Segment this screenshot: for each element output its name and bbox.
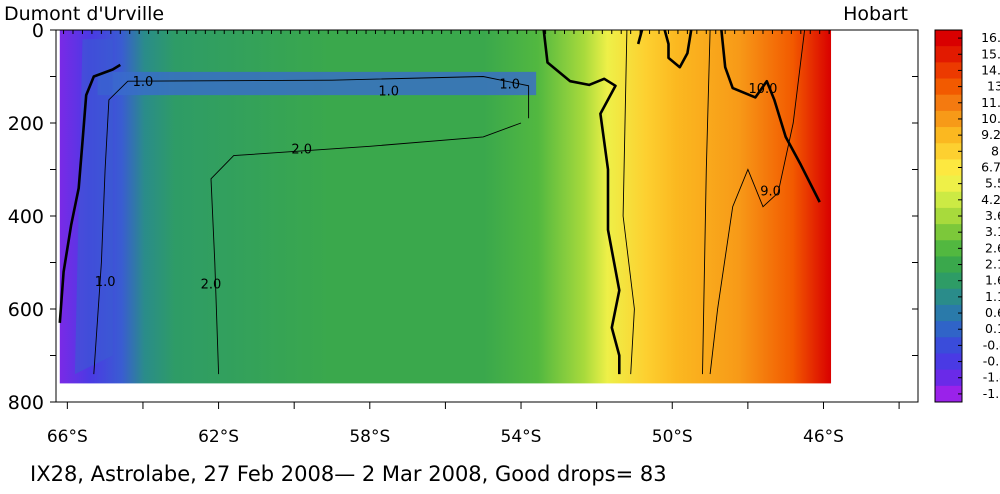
colorbar-swatch	[935, 337, 962, 354]
x-tick-label: 54°S	[501, 427, 542, 447]
colorbar-swatch	[935, 78, 962, 96]
colorbar-label: 15.5	[981, 46, 1000, 61]
x-axis: 66°S 62°S 58°S 54°S 50°S 46°S	[47, 402, 900, 447]
colorbar-label: -0.9	[983, 354, 1000, 369]
colorbar-swatch	[935, 272, 962, 290]
colorbar-swatch	[935, 30, 962, 47]
colorbar-swatch	[935, 224, 962, 241]
x-tick-label: 50°S	[652, 427, 693, 447]
contour-label: 1.0	[133, 75, 154, 90]
y-tick-label: 400	[8, 206, 44, 228]
isotherm-0	[93, 76, 530, 375]
front-front-1-0	[542, 29, 621, 375]
colorbar-swatch	[935, 207, 962, 225]
isotherm-3	[702, 29, 711, 375]
colorbar-swatch	[935, 240, 962, 257]
colorbar-label: -1.9	[983, 386, 1000, 401]
colorbar-swatch	[935, 321, 962, 338]
front-boundary-west	[58, 63, 121, 323]
colorbar-label: 3.1	[985, 224, 1000, 239]
colorbar-swatch	[935, 127, 962, 144]
x-tick-label: 58°S	[349, 427, 390, 447]
colorbar-label: -1.4	[983, 370, 1000, 385]
contour-label: 9.0	[760, 184, 781, 199]
front-front-1-1	[663, 29, 693, 69]
colorbar-swatch	[935, 385, 962, 403]
cold-layer	[97, 71, 537, 96]
colorbar-swatch	[935, 46, 962, 63]
colorbar-label: 2.1	[985, 257, 1000, 272]
front-front-1-2	[636, 29, 644, 45]
colorbar-label: 1.6	[985, 273, 1000, 288]
colorbar-label: 2.6	[985, 240, 1000, 255]
title-right: Hobart	[843, 3, 908, 25]
colorbar-label: 0.6	[985, 305, 1000, 320]
contour-label: 2.0	[291, 143, 312, 158]
colorbar-swatch	[935, 143, 962, 160]
title-left: Dumont d'Urville	[4, 3, 164, 25]
isotherm-1	[210, 122, 522, 375]
contour-label: 1.0	[95, 275, 116, 290]
colorbar-label: 0.1	[985, 321, 1000, 336]
colorbar-swatch	[935, 159, 962, 177]
y-tick-label: 200	[8, 113, 44, 135]
x-tick-label: 46°S	[803, 427, 844, 447]
contour-lines: 1.0 1.0 1.0 2.0 10.0 9.0 1.0 2.0	[58, 29, 821, 375]
colorbar-swatch	[935, 175, 962, 193]
contour-label: 10.0	[749, 82, 778, 97]
colorbar-swatch	[935, 369, 962, 387]
colorbar: 16.815.514.21311.810.59.2586.755.54.253.…	[934, 29, 1000, 403]
x-tick-label: 66°S	[47, 427, 88, 447]
y-tick-label: 800	[8, 392, 44, 414]
chart-caption: IX28, Astrolabe, 27 Feb 2008— 2 Mar 2008…	[30, 462, 667, 486]
colorbar-swatch	[935, 110, 962, 128]
isotherm-4	[709, 29, 806, 375]
colorbar-label: 14.2	[981, 62, 1000, 77]
colorbar-label: 8	[991, 143, 999, 158]
colorbar-label: 10.5	[981, 111, 1000, 126]
colorbar-label: -0.4	[983, 337, 1000, 352]
x-tick-label: 62°S	[198, 427, 239, 447]
colorbar-label: 13	[987, 79, 1000, 94]
y-tick-label: 600	[8, 299, 44, 321]
colorbar-swatch	[935, 353, 962, 371]
colorbar-label: 5.5	[985, 176, 1000, 191]
colorbar-label: 3.6	[985, 208, 1000, 223]
colorbar-swatch	[935, 94, 962, 112]
colorbar-swatch	[935, 191, 962, 209]
colorbar-swatch	[935, 62, 962, 80]
colorbar-label: 6.75	[981, 159, 1000, 174]
colorbar-label: 16.8	[981, 30, 1000, 45]
contour-label: 1.0	[378, 84, 399, 99]
colorbar-swatch	[935, 288, 962, 306]
colorbar-label: 9.25	[981, 127, 1000, 142]
colorbar-label: 1.1	[985, 289, 1000, 304]
front-front-10-0	[720, 29, 821, 203]
isotherm-2	[622, 29, 635, 375]
colorbar-swatch	[935, 304, 962, 322]
y-tick-label: 0	[32, 20, 44, 42]
colorbar-label: 11.8	[981, 95, 1000, 110]
colorbar-label: 4.25	[981, 192, 1000, 207]
colorbar-swatch	[935, 256, 962, 274]
y-axis: 0 200 400 600 800	[8, 20, 918, 414]
contour-label: 1.0	[499, 77, 520, 92]
contour-label: 2.0	[201, 277, 222, 292]
